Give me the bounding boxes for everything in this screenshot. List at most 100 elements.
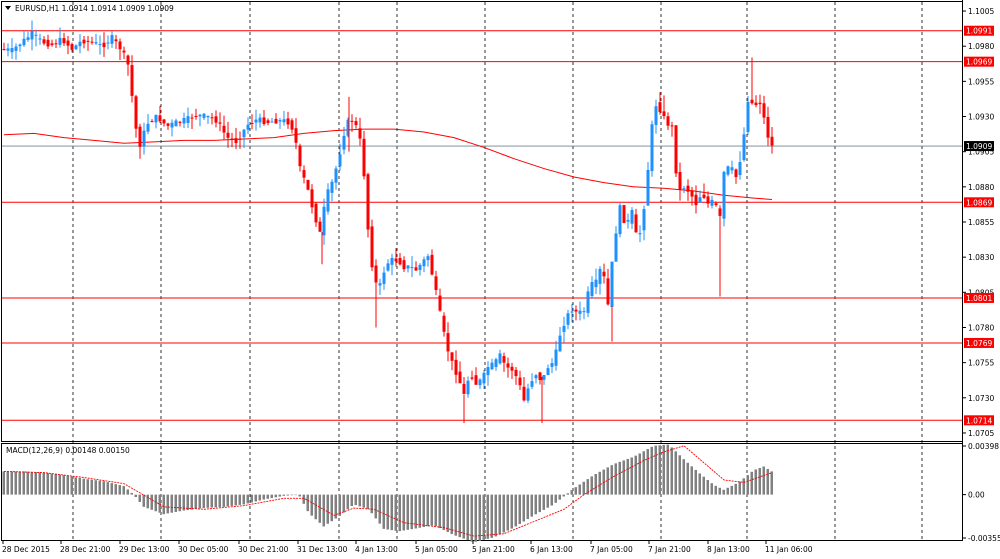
macd-bar [714, 485, 717, 495]
macd-bar [450, 494, 453, 534]
macd-bar [218, 494, 221, 508]
candle-body [366, 174, 370, 230]
candle-body [670, 125, 674, 127]
macd-bar [286, 494, 289, 496]
candle-body [250, 122, 254, 124]
macd-bar [110, 483, 113, 495]
macd-bar [162, 494, 165, 515]
macd-bar [78, 478, 81, 495]
candle-body [626, 219, 630, 222]
macd-panel [1, 443, 963, 541]
candle-body [70, 44, 74, 50]
candle-body [450, 352, 454, 361]
time-tick-label: 6 Jan 13:00 [530, 545, 573, 554]
candle-body [170, 122, 174, 128]
candle-body [262, 117, 266, 125]
macd-bar [566, 493, 569, 495]
macd-bar [682, 459, 685, 495]
candle-body [62, 38, 66, 44]
macd-bar [202, 494, 205, 509]
macd-bar [350, 494, 353, 507]
macd-bar [634, 455, 637, 495]
macd-bar [34, 472, 37, 495]
macd-bar [130, 492, 133, 495]
candle-body [622, 205, 626, 223]
macd-bar [750, 471, 753, 495]
macd-bar [318, 494, 321, 523]
macd-bar [702, 476, 705, 495]
macd-bar [654, 445, 657, 495]
macd-bar [722, 489, 725, 495]
horizontal-levels [2, 30, 962, 421]
macd-bar [674, 451, 677, 495]
candle-body [118, 41, 122, 50]
macd-bar [238, 494, 241, 505]
macd-bar [626, 458, 629, 495]
macd-bar [690, 466, 693, 495]
candle-body [86, 40, 90, 42]
macd-bar [530, 494, 533, 517]
time-tick-label: 28 Dec 21:00 [60, 545, 111, 554]
candle-body [558, 335, 562, 352]
time-tick-label: 30 Dec 05:00 [178, 545, 229, 554]
moving-average-line [3, 128, 773, 200]
macd-bar [382, 494, 385, 529]
macd-bar [578, 484, 581, 495]
macd-bar [354, 494, 357, 506]
time-tick-label: 30 Dec 21:00 [238, 545, 289, 554]
candle-body [94, 42, 98, 44]
candle-body [698, 197, 702, 203]
macd-tick-label: 0.00398 [968, 442, 999, 451]
candle-body [634, 214, 638, 233]
candle-body [266, 120, 270, 123]
candle-body [314, 203, 318, 223]
macd-bar [502, 494, 505, 533]
chevron-down-icon[interactable] [5, 6, 11, 10]
macd-bar [770, 471, 773, 495]
macd-axis-ticks: 0.00398 0.00 -0.00355 [962, 442, 1000, 543]
candle-body [182, 117, 186, 124]
macd-bar [538, 494, 541, 513]
macd-bar [446, 494, 449, 533]
macd-bar [510, 494, 513, 529]
macd-bar [390, 494, 393, 531]
level-label-box [964, 415, 994, 426]
candle-body [122, 50, 126, 53]
candle-body [586, 291, 590, 313]
macd-bar [742, 478, 745, 495]
candle-body [458, 371, 462, 384]
level-label: 1.0801 [966, 294, 992, 303]
macd-bar [766, 468, 769, 495]
candle-body [562, 325, 566, 332]
macd-bar [338, 494, 341, 516]
candle-body [578, 310, 582, 314]
macd-bar [378, 494, 381, 524]
macd-bar [470, 494, 473, 542]
macd-bar [230, 494, 233, 506]
candle-body [510, 366, 514, 371]
macd-bar [594, 473, 597, 495]
macd-bar [66, 475, 69, 495]
macd-bar [58, 474, 61, 495]
current-price-box [964, 141, 994, 152]
macd-bar [546, 494, 549, 508]
level-labels: 1.0991 1.0969 1.0869 1.0801 1.0769 1.0714 1.09… [964, 25, 994, 426]
macd-bar [194, 494, 197, 510]
candle-body [106, 42, 110, 44]
candle-body [6, 48, 10, 51]
macd-bar [610, 465, 613, 495]
candle-body [198, 114, 202, 117]
macd-bar [246, 494, 249, 504]
macd-bar [30, 471, 33, 495]
candle-body [414, 267, 418, 271]
macd-bar [10, 471, 13, 495]
candle-body [570, 311, 574, 313]
price-panel [1, 1, 963, 442]
candle-body [2, 49, 6, 51]
macd-bar [646, 449, 649, 495]
candle-body [766, 116, 770, 138]
candle-body [574, 309, 578, 312]
macd-bar [426, 494, 429, 527]
macd-bar [554, 494, 557, 503]
